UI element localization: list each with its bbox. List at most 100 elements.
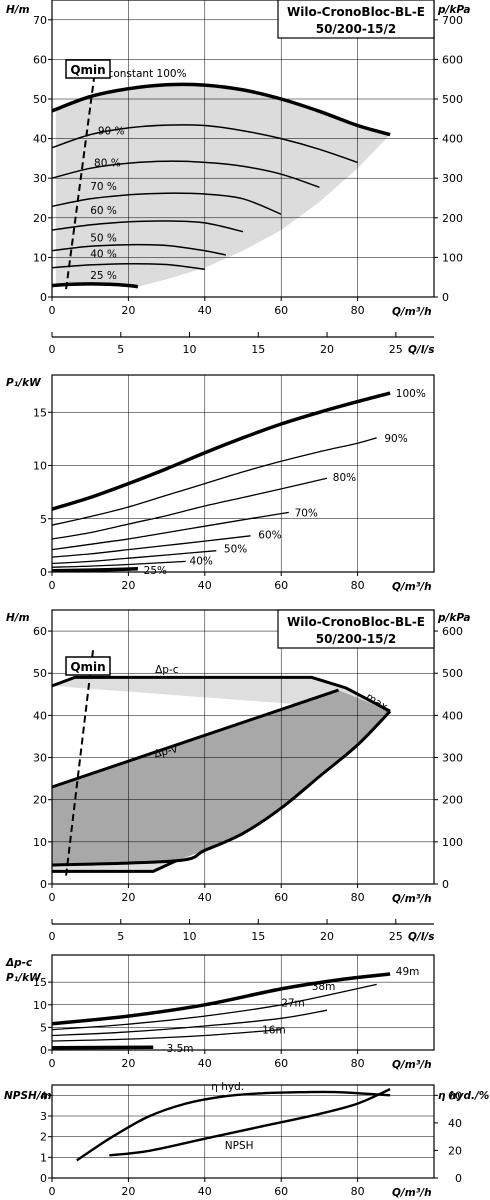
p2-ltick-label-1: 5 [40,513,47,526]
p4-curve-49m [51,972,391,1026]
p4-xtick-label-0: 0 [49,1057,56,1070]
p3-frame [51,609,435,885]
ls-axis-1-label: Q/l/s [408,344,434,356]
p2-curve-40 [51,560,186,568]
p1-label-n-constant: n=constant 100% [92,68,186,80]
p2-label-70: 70% [295,507,318,519]
p3-ltick-label-5: 50 [33,667,47,680]
p5-curve-npsh [109,1088,391,1157]
p1-rtick-label-1: 100 [442,251,463,264]
ls-axis-1-tick-label-4: 20 [320,343,334,356]
p4-ltick-label-1: 5 [40,1021,47,1034]
p1-operating-envelope [55,84,391,287]
p1-rtick-label-0: 0 [442,291,449,304]
p5-curve-eta [76,1090,391,1162]
p3-curve-min [51,710,392,867]
p3-rtick-label-6: 600 [442,625,463,638]
ls-axis-2-tick-label-3: 15 [251,930,265,943]
p1-ltick-label-7: 70 [33,14,47,27]
p1-label-80: 80 % [94,157,121,169]
p3-title-line1: Wilo-CronoBloc-BL-E [287,615,425,629]
p2-curve-100 [51,391,391,511]
p5-rtick-label-0: 0 [455,1172,462,1185]
p1-curve-90 [51,124,358,164]
p4-ltick-label-2: 10 [33,999,47,1012]
p3-xtick-label-1: 20 [121,891,135,904]
p2-label-25: 25% [144,565,167,577]
p4-label-27m: 27m [281,998,305,1010]
p4-label-38m: 38m [312,981,336,993]
p5-xtick-label-4: 80 [351,1185,365,1198]
p3-rtick-label-0: 0 [442,878,449,891]
p1-xtick-label-0: 0 [49,304,56,317]
ls-axis-2-tick-label-2: 10 [183,930,197,943]
p2-label-80: 80% [333,472,356,484]
p5-label-eta: η hyd. [211,1081,244,1093]
p3-rtick-label-1: 100 [442,836,463,849]
p3-xtick-label-2: 40 [198,891,212,904]
p5-ltick-label-2: 2 [40,1131,47,1144]
p1-label-40: 40 % [90,248,117,260]
p1-xtick-label-1: 20 [121,304,135,317]
p5-ylabel: NPSH/m [4,1090,52,1102]
p1-ltick-label-4: 40 [33,133,47,146]
p1-xtick-label-3: 60 [274,304,288,317]
p3-rtick-label-5: 500 [442,667,463,680]
p4-ylabel-line2: P₁/kW [6,972,41,984]
p2-curve-90 [51,437,377,526]
p3-rtick-label-3: 300 [442,752,463,765]
p2-label-60: 60% [258,530,281,542]
p5-ltick-label-4: 4 [40,1089,47,1102]
p2-xtick-label-2: 40 [198,579,212,592]
p3-dpv-region [52,690,391,865]
p4-curve-16m [51,1028,282,1042]
p1-title-line1: Wilo-CronoBloc-BL-E [287,5,425,19]
p1-xtick-label-4: 80 [351,304,365,317]
p5-rtick-label-3: 60 [448,1089,462,1102]
p4-frame [51,954,435,1051]
p4-curve-27m [51,1009,328,1037]
p3-qmin-box [65,656,111,676]
p4-label-49m: 49m [396,966,420,978]
p3-ltick-label-6: 60 [33,625,47,638]
p4-ltick-label-3: 15 [33,976,47,989]
p1-label-60: 60 % [90,205,117,217]
p1-rtick-label-5: 500 [442,93,463,106]
p3-ylabel: H/m [6,612,30,624]
p1-rtick-label-3: 300 [442,172,463,185]
p2-frame [51,374,435,573]
p4-ltick-label-0: 0 [40,1044,47,1057]
p5-rtick-label-1: 20 [448,1144,462,1157]
p4-ylabel-line1: Δp-c [5,957,33,969]
p2-curve-25 [51,567,138,573]
p1-label-90: 90 % [98,126,125,138]
ls-axis-2-tick-label-4: 20 [320,930,334,943]
p3-xtick-label-4: 80 [351,891,365,904]
p1-curve-70 [51,192,282,215]
p2-label-90: 90% [384,433,407,445]
p2-ltick-label-2: 10 [33,460,47,473]
p3-rtick-label-2: 200 [442,794,463,807]
p5-ltick-label-1: 1 [40,1151,47,1164]
p3-curve-dpc [51,675,391,713]
p5-xlabel: Q/m³/h [392,1187,432,1199]
p1-title-line2: 50/200-15/2 [316,22,397,36]
p5-ltick-label-3: 3 [40,1110,47,1123]
p3-ltick-label-3: 30 [33,752,47,765]
p3-qmin-label: Qmin [70,660,105,674]
ls-axis-2-tick-label-1: 5 [117,930,124,943]
ls-axis-1-tick-label-5: 25 [389,343,403,356]
p1-rtick-label-6: 600 [442,53,463,66]
p1-curve-80 [51,160,320,189]
p5-xtick-label-0: 0 [49,1185,56,1198]
ls-axis-1-tick-label-3: 15 [251,343,265,356]
p1-ltick-label-3: 30 [33,172,47,185]
p3-xtick-label-3: 60 [274,891,288,904]
p4-xtick-label-2: 40 [198,1057,212,1070]
p1-curve-60 [51,220,244,233]
p1-frame [51,0,435,298]
p2-xlabel: Q/m³/h [392,581,432,593]
p1-ltick-label-2: 20 [33,212,47,225]
p5-xtick-label-1: 20 [121,1185,135,1198]
p4-curve-38m [51,983,377,1031]
